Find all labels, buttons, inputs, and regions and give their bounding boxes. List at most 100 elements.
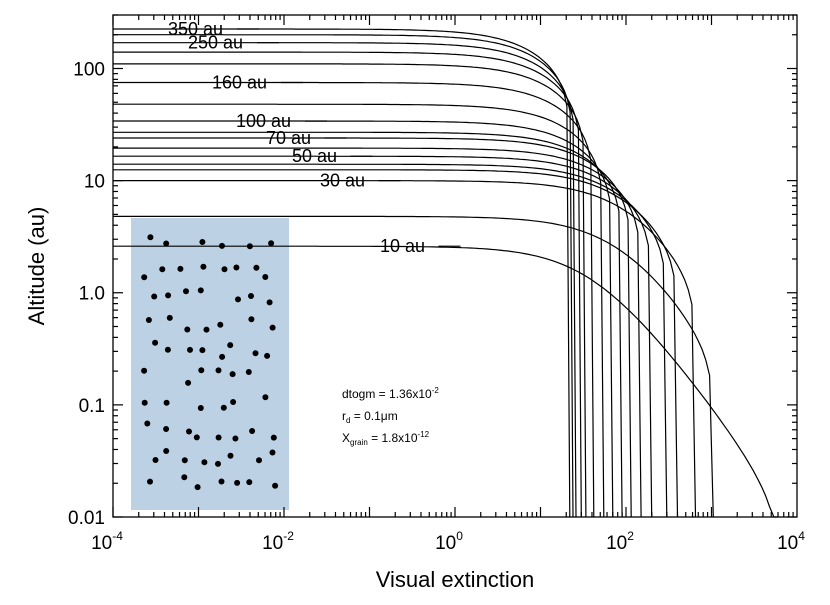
dust-grain (163, 399, 170, 406)
x-tick-label: 102 (606, 529, 634, 554)
x-tick-label: 104 (777, 529, 805, 554)
dust-grain (181, 474, 188, 481)
dust-grain (194, 484, 201, 491)
curve-unlabeled-15 (113, 34, 574, 518)
dust-grain (262, 394, 269, 401)
curve-50-au (113, 155, 653, 518)
dust-grain (183, 288, 189, 295)
dust-grain (177, 265, 184, 272)
curve-10-au (113, 245, 778, 518)
dust-grain (217, 321, 224, 328)
dust-grain (193, 434, 200, 441)
x-tick-label: 10-2 (262, 529, 294, 554)
dust-grain (186, 428, 192, 435)
grain-parameters: dtogm = 1.36x10-2 rd = 0.1μm Xgrain = 1.… (342, 386, 439, 447)
dust-grain (144, 420, 151, 427)
dust-grain (229, 371, 236, 378)
curve-unlabeled-1 (113, 215, 714, 518)
curve-unlabeled-6 (113, 147, 642, 518)
dust-grain (141, 274, 148, 281)
dust-grain (147, 234, 154, 241)
dust-grain (221, 266, 228, 273)
curve-label: 10 au (380, 236, 425, 256)
dust-grain (272, 482, 279, 489)
curve-70-au (113, 137, 632, 518)
dust-grain (253, 264, 260, 271)
dust-grain (215, 460, 221, 467)
curve-unlabeled-10 (113, 103, 605, 518)
dust-grain (270, 434, 277, 441)
dust-grain (249, 428, 256, 434)
inset-panel (131, 218, 289, 510)
x-tick-label: 10-4 (91, 529, 123, 554)
dust-grain (145, 317, 152, 323)
x-axis-title: Visual extinction (376, 567, 535, 592)
dust-grain (215, 367, 222, 374)
dust-grain (227, 452, 234, 459)
dust-grain (215, 434, 222, 441)
curve-unlabeled-4 (113, 163, 668, 518)
y-tick-label: 1.0 (79, 284, 105, 305)
curve-350-au (113, 28, 571, 518)
dust-grain (152, 457, 159, 463)
dust-grain (163, 448, 170, 454)
y-tick-label: 0.1 (79, 396, 105, 417)
dust-grain-inset (131, 218, 289, 510)
dust-grain (264, 352, 271, 359)
curve-unlabeled-8 (113, 131, 623, 518)
dust-grain (166, 314, 173, 321)
dust-grain (248, 293, 254, 299)
dust-grain (248, 316, 255, 323)
dust-grain (203, 326, 210, 333)
dust-grain (185, 379, 192, 386)
dust-grain (252, 350, 259, 357)
dust-grain (197, 405, 204, 411)
dust-grain (245, 369, 252, 375)
dust-grain (232, 435, 239, 442)
y-tick-label: 100 (73, 59, 105, 80)
dust-grain (198, 367, 205, 374)
dust-grain (187, 346, 193, 353)
dust-grain (181, 457, 188, 464)
dtogm-annotation: dtogm = 1.36x10-2 (342, 386, 439, 401)
dust-grain (199, 239, 206, 245)
dust-grain (147, 478, 153, 485)
curve-unlabeled-12 (113, 63, 587, 518)
y-axis-title: Altitude (au) (24, 207, 49, 326)
dust-grain (227, 342, 234, 349)
curve-100-au (113, 120, 614, 518)
curve-label: 30 au (320, 171, 365, 191)
dust-grain (262, 274, 269, 280)
dust-grain (141, 367, 148, 374)
curve-label: 350 au (168, 19, 223, 39)
curve-label: 50 au (292, 146, 337, 166)
dust-grain (159, 266, 166, 273)
dust-grain (269, 324, 276, 331)
curve-unlabeled-13 (113, 51, 582, 518)
dust-grain (164, 346, 171, 353)
dust-grain (266, 299, 273, 306)
dust-grain (200, 263, 207, 270)
dust-grain (219, 353, 226, 360)
altitude-curves (113, 28, 778, 518)
dust-grain (197, 287, 204, 294)
axis-ticks: 10-4 10-2 100 102 104 0.01 0.1 1.0 10 100 (68, 14, 805, 554)
y-tick-label: 0.01 (68, 508, 105, 529)
dust-grain (152, 339, 159, 346)
x-tick-label: 100 (435, 529, 463, 554)
dust-grain (141, 399, 148, 406)
dust-grain (269, 449, 276, 456)
y-tick-label: 10 (84, 172, 105, 193)
dust-grain (220, 404, 227, 411)
dust-grain (246, 479, 253, 486)
dust-grain (230, 399, 237, 405)
dust-grain (184, 326, 191, 333)
dust-grain (165, 292, 172, 299)
dust-grain (235, 296, 241, 303)
dust-grain (268, 240, 275, 247)
curve-label: 250 au (188, 33, 243, 53)
curve-160-au (113, 81, 595, 518)
curve-label: 70 au (266, 128, 311, 148)
